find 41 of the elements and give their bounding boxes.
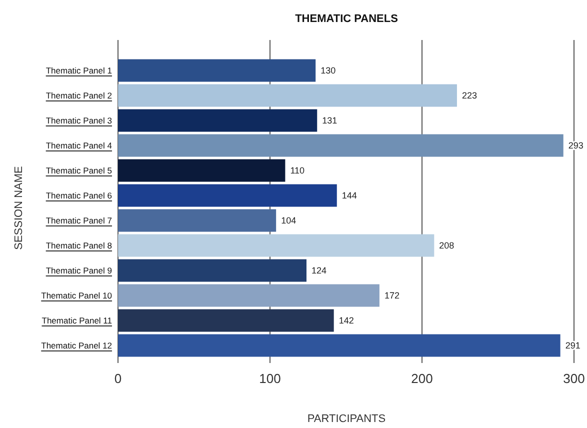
data-label: 124 [311, 266, 327, 276]
bar [118, 284, 380, 307]
y-tick-label: Thematic Panel 1 [46, 66, 112, 76]
y-tick-label: Thematic Panel 4 [46, 140, 112, 150]
bar [118, 159, 286, 182]
y-tick-label: Thematic Panel 10 [41, 290, 112, 300]
y-tick-label: Thematic Panel 12 [41, 340, 112, 350]
chart-title: THEMATIC PANELS [295, 13, 398, 25]
y-tick-label: Thematic Panel 8 [46, 240, 112, 250]
x-tick-label: 0 [114, 371, 122, 386]
y-tick-label: Thematic Panel 9 [46, 266, 112, 276]
bar [118, 309, 334, 332]
data-label: 131 [322, 116, 338, 126]
bar [118, 209, 276, 232]
y-axis-title: SESSION NAME [13, 166, 25, 250]
data-label: 172 [384, 290, 400, 300]
bar [118, 234, 434, 257]
data-label: 104 [281, 216, 296, 226]
y-tick-label: Thematic Panel 11 [42, 316, 112, 326]
data-label: 144 [342, 190, 357, 200]
data-label: 110 [290, 166, 305, 176]
bar [118, 184, 337, 207]
y-tick-label: Thematic Panel 3 [46, 116, 112, 126]
y-tick-label: Thematic Panel 6 [46, 190, 112, 200]
x-axis-title: PARTICIPANTS [307, 413, 386, 425]
y-tick-label: Thematic Panel 5 [46, 166, 112, 176]
bar [118, 84, 457, 107]
data-label: 130 [320, 66, 336, 76]
data-label: 223 [462, 90, 477, 100]
bar [118, 134, 564, 157]
bar [118, 59, 316, 82]
x-tick-label: 100 [259, 371, 281, 386]
x-tick-label: 200 [411, 371, 433, 386]
bar [118, 109, 318, 132]
y-tick-label: Thematic Panel 7 [46, 216, 112, 226]
bar [118, 259, 306, 282]
y-tick-label: Thematic Panel 2 [46, 90, 112, 100]
data-label: 142 [338, 316, 354, 326]
x-tick-label: 300 [563, 371, 585, 386]
data-label: 208 [439, 240, 454, 250]
bar [118, 334, 560, 357]
